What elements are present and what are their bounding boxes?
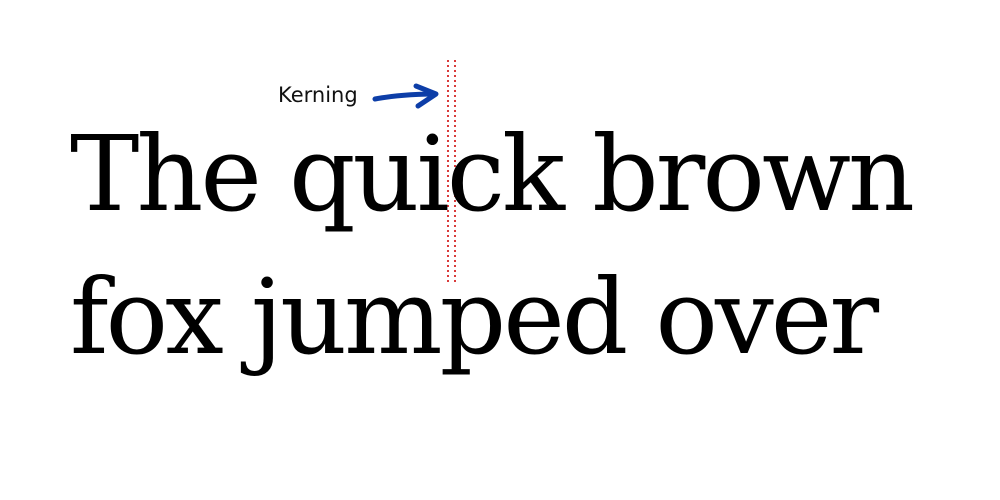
- right-arrow-icon: [372, 83, 439, 109]
- sample-text-line-2: fox jumped over: [70, 256, 879, 378]
- arrow-head: [413, 83, 439, 109]
- kerning-label: Kerning: [278, 83, 358, 107]
- kerning-guide-lines: [447, 60, 456, 282]
- sample-text-line-1: The quick brown: [70, 113, 915, 235]
- arrow-shaft: [372, 91, 436, 102]
